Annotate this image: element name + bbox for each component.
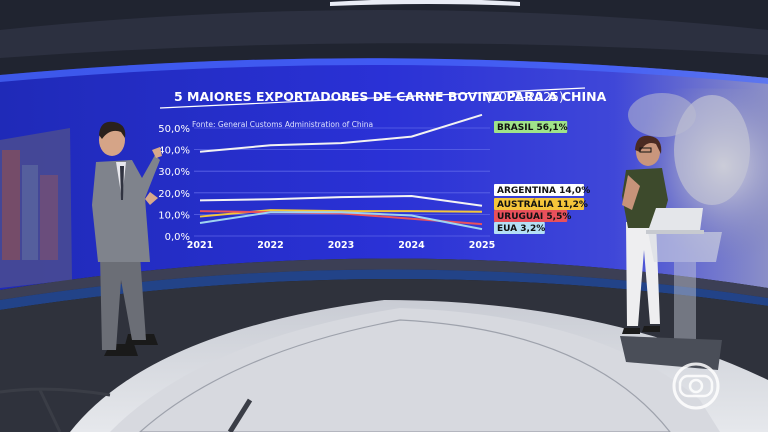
male-presenter: [92, 121, 162, 356]
series-label: ARGENTINA 14,0%: [497, 186, 590, 196]
x-tick-label: 2023: [328, 240, 354, 251]
hand: [145, 192, 158, 205]
floor-circle: [139, 319, 671, 432]
chart-source: Fonte: General Customs Administration of…: [192, 120, 373, 129]
x-tick-label: 2021: [187, 240, 213, 251]
lectern-top: [648, 232, 722, 262]
series-label: EUA 3,2%: [497, 224, 545, 234]
series-line-argentina: [199, 195, 483, 207]
y-axis: 0,0% 10,0% 20,0% 30,0% 40,0% 50,0%: [158, 124, 190, 243]
x-tick-label: 2024: [398, 240, 425, 251]
title-rule: [159, 87, 586, 109]
suit-jacket: [92, 155, 160, 262]
chart-series: [199, 113, 483, 231]
ceiling-light: [330, 0, 520, 6]
video-wall-top-trim: [0, 58, 768, 84]
tie: [120, 166, 124, 200]
hair: [635, 135, 662, 154]
container-stack: [22, 165, 38, 260]
chart-title-years: (2021-2025): [486, 89, 564, 104]
floor-line: [0, 387, 111, 432]
glasses: [639, 147, 652, 153]
cow-body: [628, 93, 696, 137]
y-tick-label: 20,0%: [158, 189, 190, 200]
series-badge: [494, 121, 568, 133]
floor-line: [227, 398, 253, 432]
series-line-eua: [199, 211, 483, 231]
x-tick-label: 2025: [469, 240, 495, 251]
x-axis: 2021 2022 2023 2024 2025: [187, 240, 495, 251]
lectern: [620, 208, 722, 370]
series-badge: [494, 184, 584, 196]
y-tick-label: 40,0%: [158, 146, 190, 157]
chart-title: 5 MAIORES EXPORTADORES DE CARNE BOVINA P…: [174, 89, 607, 104]
shoes: [642, 326, 660, 332]
laptop-icon: [648, 208, 703, 231]
lectern-stand: [674, 262, 696, 342]
pointing-hand: [152, 147, 162, 158]
series-line-brasil: [199, 113, 483, 153]
series-label: URUGUAI 5,5%: [497, 212, 571, 222]
video-wall-bottom-trim: [0, 258, 768, 300]
container-stack: [40, 175, 58, 260]
series-badge: [494, 198, 584, 210]
series-badge: [494, 222, 545, 234]
y-tick-label: 30,0%: [158, 167, 190, 178]
series-label: BRASIL 56,1%: [497, 123, 568, 133]
arm: [622, 175, 640, 210]
ceiling-ring: [0, 10, 768, 58]
hair: [99, 121, 126, 139]
shoes: [622, 328, 640, 334]
series-badge: [494, 210, 568, 222]
trousers: [100, 255, 146, 350]
globo-logo-icon: [672, 362, 720, 410]
y-tick-label: 0,0%: [165, 232, 190, 243]
video-wall-glow: [0, 269, 768, 310]
y-tick-label: 50,0%: [158, 124, 190, 135]
floor-center: [110, 308, 720, 432]
series-label: AUSTRÁLIA 11,2%: [497, 198, 588, 210]
chart-legend-labels: BRASIL 56,1% ARGENTINA 14,0% AUSTRÁLIA 11,…: [494, 121, 590, 234]
x-tick-label: 2022: [257, 240, 283, 251]
lectern-base: [620, 336, 722, 370]
video-wall: [0, 58, 768, 290]
container-stack: [2, 150, 20, 260]
y-tick-label: 10,0%: [158, 210, 190, 221]
laptop-base: [646, 230, 704, 234]
